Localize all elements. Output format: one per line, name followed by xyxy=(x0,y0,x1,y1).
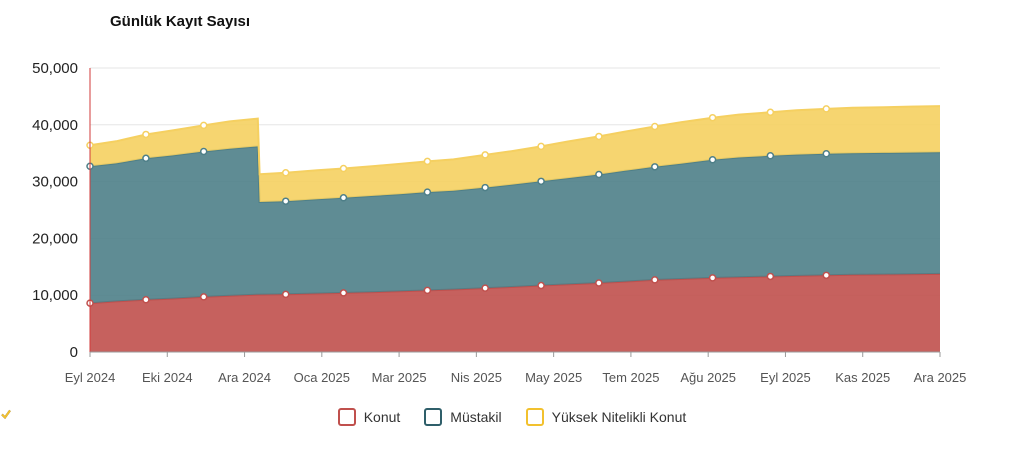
data-point xyxy=(708,113,717,122)
data-point xyxy=(481,151,489,159)
data-point xyxy=(423,188,432,196)
y-tick-label: 20,000 xyxy=(32,230,78,247)
data-point xyxy=(822,150,831,158)
data-point xyxy=(766,152,775,160)
data-point xyxy=(537,142,545,151)
legend-label: Konut xyxy=(363,409,401,425)
x-axis-ticks: Eyl 2024 Eki 2024 Ara 2024 Oca 2025 Mar 2025… xyxy=(65,352,967,385)
data-point xyxy=(708,274,717,282)
data-point xyxy=(595,170,603,179)
legend-item-mustakil[interactable]: Müstakil xyxy=(1,408,502,426)
x-tick-label: Ara 2025 xyxy=(914,370,967,385)
data-point xyxy=(339,194,348,202)
data-point xyxy=(423,286,432,295)
y-tick-label: 50,000 xyxy=(32,60,78,77)
data-point xyxy=(199,121,208,130)
y-axis-ticks: 0 10,000 20,000 30,000 40,000 50,000 xyxy=(32,60,78,361)
data-point xyxy=(199,293,208,301)
data-point xyxy=(281,290,290,299)
x-tick-label: Ağu 2025 xyxy=(680,370,736,385)
x-tick-label: Eki 2024 xyxy=(142,370,193,385)
chart-title: Günlük Kayıt Sayısı xyxy=(110,13,251,30)
data-point xyxy=(537,281,545,290)
data-point xyxy=(651,163,659,171)
legend-label: Müstakil xyxy=(450,409,502,425)
x-tick-label: Kas 2025 xyxy=(835,370,890,385)
data-point xyxy=(281,169,290,177)
data-point xyxy=(766,108,775,117)
legend: Konut Müstakil Yüksek Nitelikli Konut xyxy=(0,408,1024,426)
legend-label: Yüksek Nitelikli Konut xyxy=(551,409,687,425)
data-point xyxy=(537,177,545,186)
x-tick-label: Eyl 2024 xyxy=(65,370,116,385)
data-point xyxy=(651,276,659,284)
data-point xyxy=(651,122,659,131)
data-point xyxy=(339,164,348,173)
data-point xyxy=(142,154,150,163)
legend-item-konut[interactable]: Konut xyxy=(1,408,401,426)
data-point xyxy=(766,272,775,281)
data-point xyxy=(595,132,603,141)
data-point xyxy=(481,284,489,292)
data-point xyxy=(281,197,290,205)
data-point xyxy=(595,279,603,287)
x-tick-label: Mar 2025 xyxy=(372,370,427,385)
x-tick-label: Tem 2025 xyxy=(602,370,659,385)
data-point xyxy=(822,105,831,113)
checkbox-icon[interactable] xyxy=(1,408,443,426)
data-point xyxy=(481,183,489,192)
area-0 xyxy=(90,273,940,352)
legend-item-yuksek-nitelikli-konut[interactable]: Yüksek Nitelikli Konut xyxy=(1,408,687,426)
area-1 xyxy=(90,146,940,304)
y-tick-label: 40,000 xyxy=(32,117,78,134)
data-point xyxy=(339,289,348,297)
y-tick-label: 10,000 xyxy=(32,287,78,304)
x-tick-label: May 2025 xyxy=(525,370,582,385)
data-point xyxy=(142,130,150,139)
area-2 xyxy=(90,106,940,202)
x-tick-label: Ara 2024 xyxy=(218,370,271,385)
checkbox-icon[interactable] xyxy=(1,408,356,426)
data-point xyxy=(423,157,432,166)
y-tick-label: 0 xyxy=(70,344,78,361)
area-chart: 0 10,000 20,000 30,000 40,000 50,000 Eyl 2024… xyxy=(32,60,967,385)
x-tick-label: Nis 2025 xyxy=(451,370,502,385)
axes xyxy=(89,68,940,353)
x-tick-label: Eyl 2025 xyxy=(760,370,811,385)
data-point xyxy=(199,147,208,156)
y-tick-label: 30,000 xyxy=(32,174,78,191)
series-markers xyxy=(86,105,831,307)
data-point xyxy=(822,271,831,280)
data-point xyxy=(142,295,150,304)
series-areas xyxy=(89,105,941,352)
data-point xyxy=(708,155,717,164)
checkbox-icon[interactable] xyxy=(1,408,544,426)
x-tick-label: Oca 2025 xyxy=(294,370,350,385)
series-line-2 xyxy=(89,105,941,176)
